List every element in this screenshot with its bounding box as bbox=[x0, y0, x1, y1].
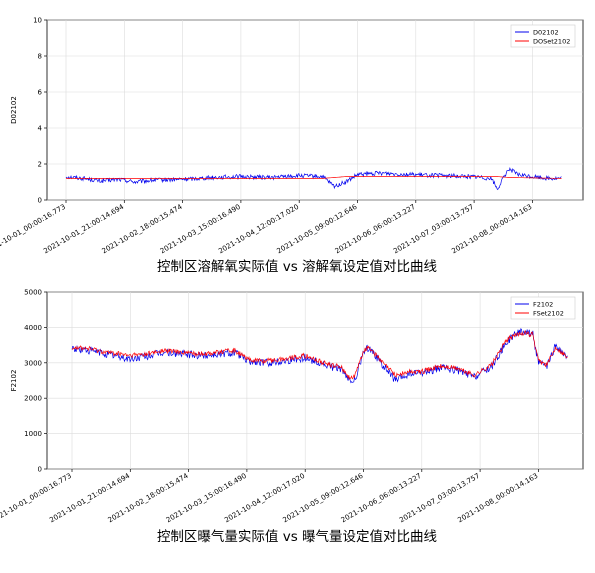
y-axis-label: F2102 bbox=[10, 370, 18, 392]
plot-frame bbox=[46, 19, 584, 201]
y-tick-label: 5000 bbox=[24, 289, 42, 297]
legend-entry: F2102 bbox=[533, 300, 553, 308]
series-line-doset2102 bbox=[66, 176, 562, 179]
series-line-f2102 bbox=[71, 328, 568, 384]
y-tick-label: 10 bbox=[33, 17, 42, 25]
legend-entry: D02102 bbox=[533, 28, 559, 36]
y-tick-label: 3000 bbox=[24, 359, 42, 367]
y-tick-label: 0 bbox=[38, 466, 42, 474]
legend-entry: FSet2102 bbox=[533, 309, 564, 317]
y-tick-label: 0 bbox=[38, 197, 42, 205]
series-line-fset2102 bbox=[71, 329, 568, 380]
y-tick-label: 4000 bbox=[24, 324, 42, 332]
y-tick-label: 8 bbox=[38, 53, 42, 61]
plot-frame bbox=[46, 291, 584, 470]
y-axis-label: D02102 bbox=[10, 96, 18, 124]
chart-caption: 控制区溶解氧实际值 vs 溶解氧设定值对比曲线 bbox=[157, 259, 437, 275]
y-tick-label: 2000 bbox=[24, 395, 42, 403]
chart-caption: 控制区曝气量实际值 vs 曝气量设定值对比曲线 bbox=[157, 529, 437, 545]
legend-entry: DOSet2102 bbox=[533, 37, 570, 45]
y-tick-label: 1000 bbox=[24, 430, 42, 438]
y-tick-label: 4 bbox=[38, 125, 43, 133]
series-line-d02102 bbox=[65, 167, 562, 191]
y-tick-label: 2 bbox=[38, 161, 42, 169]
chart-2: 0100020003000400050002021-10-01_00:00:16… bbox=[0, 289, 584, 545]
y-tick-label: 6 bbox=[38, 89, 43, 97]
chart-1: 02468102021-10-01_00:00:16.7732021-10-01… bbox=[0, 17, 584, 275]
